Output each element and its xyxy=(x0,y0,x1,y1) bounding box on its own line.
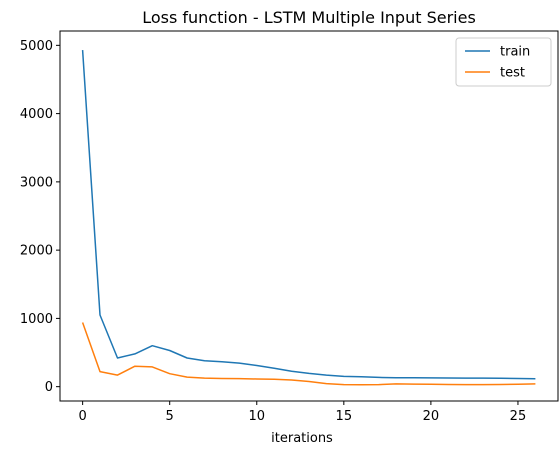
legend: train test xyxy=(455,37,552,87)
x-tick-label: 20 xyxy=(423,409,440,424)
y-tick-label: 0 xyxy=(45,380,53,395)
x-tick-label: 25 xyxy=(510,409,527,424)
legend-box xyxy=(455,37,552,87)
legend-label-train: train xyxy=(500,45,530,60)
x-tick-label: 15 xyxy=(336,409,353,424)
y-tick-label: 1000 xyxy=(20,312,53,327)
series-line-test xyxy=(81,322,536,386)
plot-area xyxy=(60,31,558,401)
x-tick-label: 10 xyxy=(248,409,265,424)
x-tick-label: 0 xyxy=(78,409,86,424)
x-tick-label: 5 xyxy=(166,409,174,424)
y-tick-label: 3000 xyxy=(20,175,53,190)
axes-layer: 0 5 10 15 20 25 0 1000 2000 3000 4000 5000 xyxy=(20,39,526,424)
chart-title: Loss function - LSTM Multiple Input Seri… xyxy=(142,8,476,27)
series-layer xyxy=(81,50,536,386)
y-tick-label: 4000 xyxy=(20,107,53,122)
plot-frame xyxy=(59,30,559,402)
y-tick-label: 5000 xyxy=(20,39,53,54)
series-line-train xyxy=(81,50,536,380)
y-tick-label: 2000 xyxy=(20,244,53,259)
x-axis-label: iterations xyxy=(271,431,333,446)
legend-label-test: test xyxy=(500,66,525,81)
